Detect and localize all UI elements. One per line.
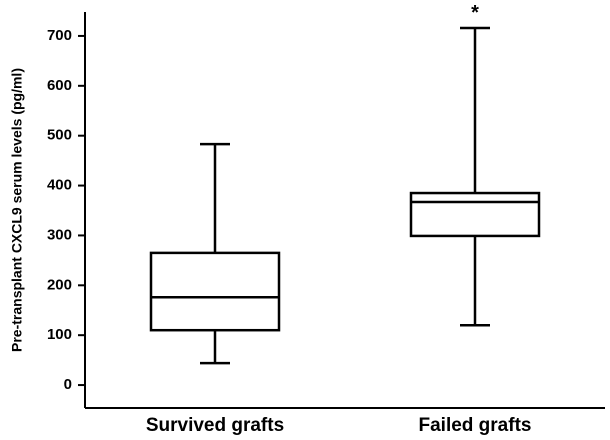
y-tick-label: 100 <box>47 326 72 343</box>
y-tick-label: 0 <box>64 376 72 393</box>
x-tick-label: Survived grafts <box>146 415 284 436</box>
y-tick-label: 600 <box>47 77 72 94</box>
y-tick-label: 400 <box>47 177 72 194</box>
y-tick-label: 700 <box>47 27 72 44</box>
y-tick-label: 300 <box>47 226 72 243</box>
annotation: * <box>471 2 479 24</box>
y-tick-label: 500 <box>47 127 72 144</box>
box <box>409 191 541 238</box>
y-tick-label: 200 <box>47 276 72 293</box>
x-tick-label: Failed grafts <box>419 415 532 436</box>
y-axis-title: Pre-transplant CXCL9 serum levels (pg/ml… <box>9 68 25 352</box>
box <box>149 251 281 332</box>
